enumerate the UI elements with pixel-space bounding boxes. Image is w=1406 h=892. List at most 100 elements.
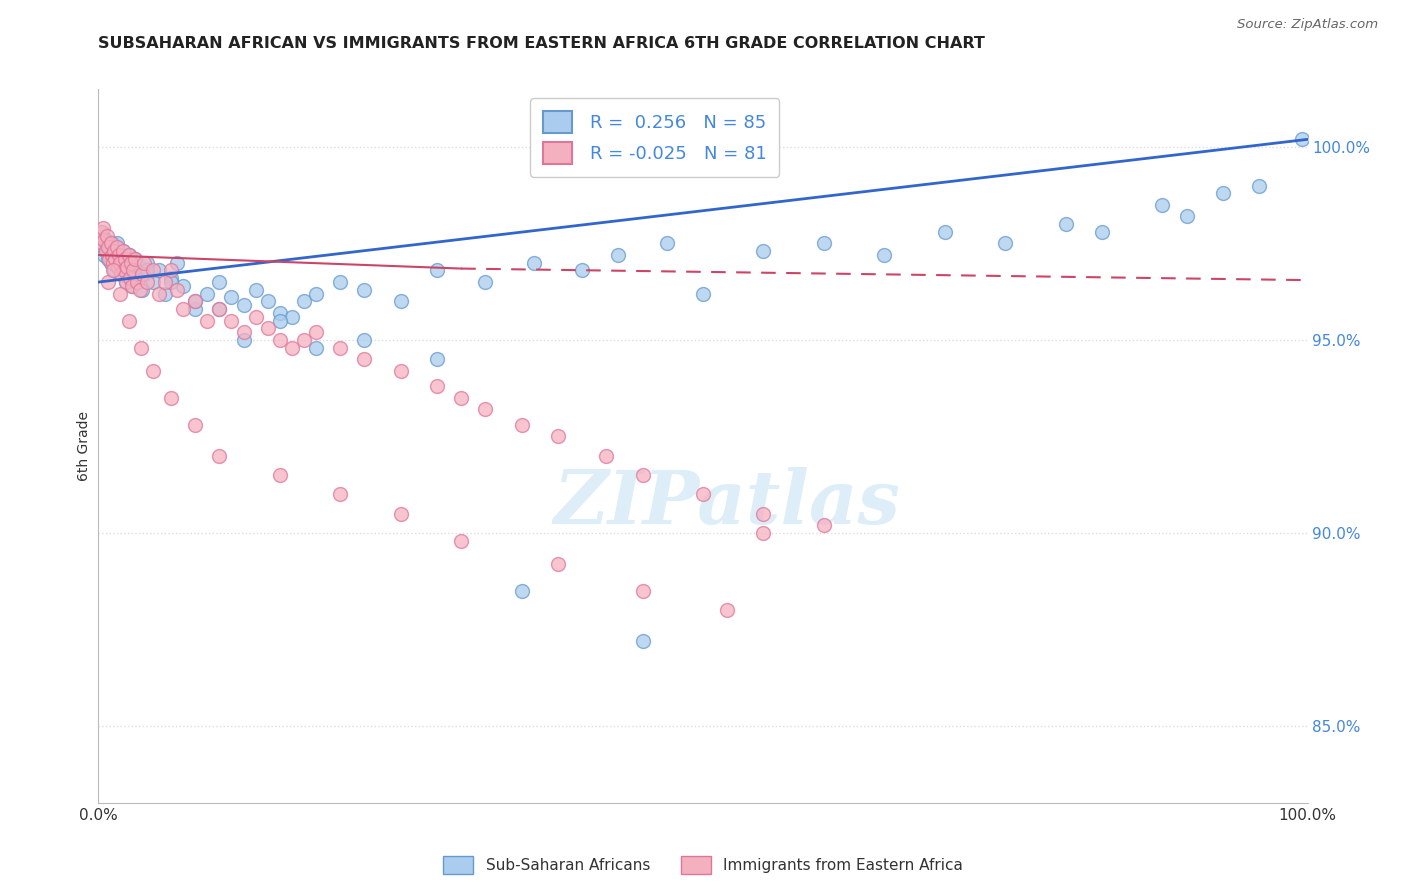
Point: [547, 557, 569, 571]
Point: [108, 256, 131, 270]
Point: [221, 313, 243, 327]
Point: [232, 298, 254, 312]
Point: [91, 236, 114, 251]
Point: [127, 275, 149, 289]
Point: [752, 507, 775, 521]
Point: [631, 633, 654, 648]
Point: [510, 417, 533, 432]
Point: [426, 352, 449, 367]
Text: Source: ZipAtlas.com: Source: ZipAtlas.com: [1237, 18, 1378, 31]
Point: [184, 301, 207, 316]
Point: [389, 364, 412, 378]
Point: [305, 341, 328, 355]
Point: [329, 487, 352, 501]
Point: [128, 283, 150, 297]
Point: [94, 244, 117, 259]
Point: [1054, 217, 1077, 231]
Point: [114, 252, 136, 266]
Point: [813, 518, 835, 533]
Point: [91, 221, 114, 235]
Point: [329, 341, 352, 355]
Point: [103, 263, 125, 277]
Point: [1212, 186, 1234, 201]
Point: [232, 325, 254, 339]
Point: [97, 240, 120, 254]
Point: [100, 248, 122, 262]
Point: [111, 244, 134, 259]
Point: [184, 294, 207, 309]
Point: [134, 268, 156, 282]
Point: [148, 286, 170, 301]
Point: [122, 263, 145, 277]
Point: [353, 283, 375, 297]
Point: [269, 467, 291, 482]
Point: [120, 256, 142, 270]
Point: [716, 603, 738, 617]
Point: [94, 233, 117, 247]
Point: [208, 301, 231, 316]
Point: [142, 275, 165, 289]
Legend: R =  0.256   N = 85, R = -0.025   N = 81: R = 0.256 N = 85, R = -0.025 N = 81: [530, 98, 779, 177]
Point: [124, 252, 146, 266]
Point: [101, 256, 124, 270]
Point: [135, 256, 157, 270]
Point: [184, 294, 207, 309]
Point: [172, 279, 194, 293]
Point: [160, 263, 183, 277]
Point: [1175, 210, 1198, 224]
Point: [118, 248, 141, 262]
Point: [104, 252, 127, 266]
Point: [108, 248, 131, 262]
Point: [510, 583, 533, 598]
Point: [692, 286, 714, 301]
Legend: Sub-Saharan Africans, Immigrants from Eastern Africa: Sub-Saharan Africans, Immigrants from Ea…: [437, 850, 969, 880]
Point: [329, 275, 352, 289]
Point: [117, 260, 139, 274]
Point: [118, 248, 141, 262]
Point: [195, 286, 218, 301]
Point: [118, 248, 141, 262]
Point: [232, 333, 254, 347]
Point: [160, 275, 183, 289]
Point: [208, 301, 231, 316]
Point: [1249, 178, 1271, 193]
Point: [547, 429, 569, 443]
Point: [269, 306, 291, 320]
Point: [994, 236, 1017, 251]
Point: [100, 236, 122, 251]
Point: [96, 228, 118, 243]
Point: [100, 256, 122, 270]
Point: [245, 283, 267, 297]
Point: [269, 313, 291, 327]
Point: [389, 294, 412, 309]
Point: [118, 271, 141, 285]
Point: [115, 275, 138, 289]
Point: [692, 487, 714, 501]
Point: [195, 313, 218, 327]
Point: [305, 325, 328, 339]
Point: [607, 248, 630, 262]
Y-axis label: 6th Grade: 6th Grade: [77, 411, 91, 481]
Point: [131, 283, 153, 297]
Point: [426, 263, 449, 277]
Point: [118, 271, 141, 285]
Point: [107, 260, 129, 274]
Point: [873, 248, 896, 262]
Point: [389, 507, 412, 521]
Point: [184, 417, 207, 432]
Point: [122, 263, 145, 277]
Text: SUBSAHARAN AFRICAN VS IMMIGRANTS FROM EASTERN AFRICA 6TH GRADE CORRELATION CHART: SUBSAHARAN AFRICAN VS IMMIGRANTS FROM EA…: [98, 36, 986, 51]
Point: [353, 333, 375, 347]
Point: [813, 236, 835, 251]
Point: [172, 301, 194, 316]
Point: [208, 449, 231, 463]
Point: [281, 310, 304, 324]
Point: [595, 449, 617, 463]
Point: [118, 313, 141, 327]
Point: [128, 260, 150, 274]
Point: [121, 279, 143, 293]
Point: [752, 244, 775, 259]
Point: [105, 240, 128, 254]
Point: [245, 310, 267, 324]
Point: [153, 275, 176, 289]
